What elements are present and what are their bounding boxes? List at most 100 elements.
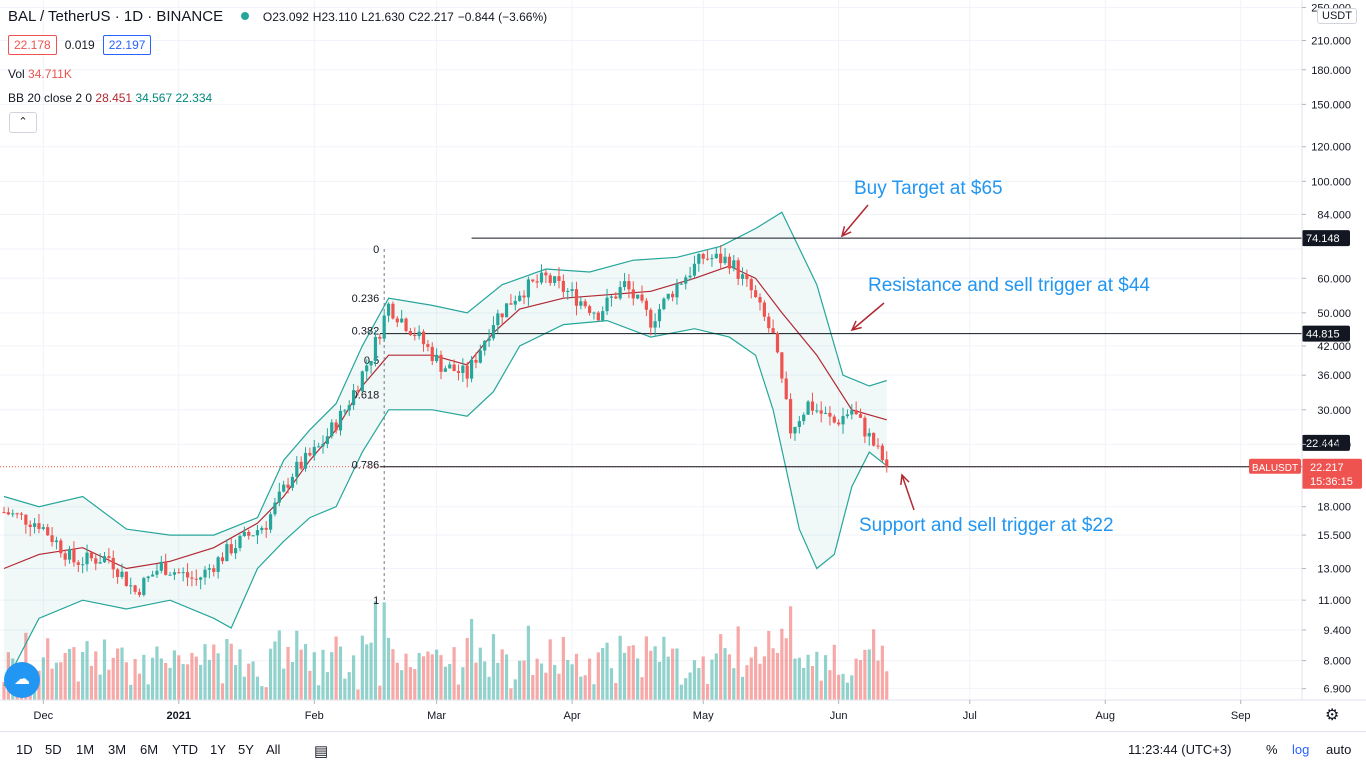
volume-bar <box>850 675 854 700</box>
volume-bar <box>622 652 627 700</box>
bollinger-legend[interactable]: BB 20 close 2 0 28.451 34.567 22.334 <box>8 91 212 105</box>
candle-body <box>107 556 111 558</box>
sell-price-button[interactable]: 22.178 <box>8 35 57 55</box>
volume-bar <box>675 648 679 700</box>
volume-bar <box>513 679 517 700</box>
volume-bar <box>426 651 430 700</box>
candle-body <box>784 378 788 400</box>
candle-body <box>854 410 858 415</box>
volume-bar <box>754 646 758 700</box>
volume-bar <box>286 646 290 700</box>
volume-bar <box>736 626 740 700</box>
volume-bar <box>150 657 155 700</box>
currency-badge[interactable]: USDT <box>1317 8 1357 24</box>
price-tick-label: 6.900 <box>1323 684 1351 696</box>
fib-level-label: 0.382 <box>352 326 380 338</box>
volume-bar <box>876 660 880 700</box>
timeframe-1y[interactable]: 1Y <box>210 742 226 757</box>
candle-body <box>2 512 6 514</box>
percent-scale-toggle[interactable]: % <box>1266 742 1278 757</box>
volume-bar <box>225 639 229 700</box>
volume-bar <box>662 636 666 700</box>
time-axis: Dec 2021 Feb Mar Apr May Jun Jul Aug Sep <box>0 699 1366 722</box>
volume-bar <box>59 662 63 700</box>
ticker-label: BALUSDT <box>1252 463 1298 474</box>
candle-body <box>382 315 386 339</box>
volume-bar <box>234 665 238 700</box>
volume-value: 34.711K <box>28 67 72 81</box>
volume-bar <box>242 676 246 700</box>
candle-body <box>767 316 771 329</box>
price-tick-label: 25.000 <box>1317 439 1351 451</box>
gear-icon[interactable]: ⚙ <box>1325 707 1340 724</box>
volume-bar <box>282 668 286 700</box>
volume-bar <box>212 644 216 700</box>
volume-bar <box>391 649 395 700</box>
volume-bar <box>356 689 360 700</box>
candle-body <box>841 416 845 425</box>
price-tick-label: 84.000 <box>1317 209 1351 221</box>
volume-bar <box>41 657 45 700</box>
volume-bar <box>129 684 133 700</box>
volume-bar <box>601 647 605 700</box>
auto-scale-toggle[interactable]: auto <box>1326 742 1352 757</box>
volume-bar <box>46 638 50 700</box>
volume-bar <box>596 652 600 700</box>
candle-body <box>553 276 557 283</box>
last-price-value: 22.217 <box>1310 462 1344 474</box>
candle-body <box>771 328 775 334</box>
timeframe-1d[interactable]: 1D <box>16 742 33 757</box>
volume-bar <box>63 653 67 700</box>
volume-bar <box>710 659 714 700</box>
volume-legend[interactable]: Vol 34.711K <box>8 67 72 81</box>
candle-body <box>548 275 552 283</box>
tradingview-logo-icon[interactable]: ☁ <box>4 662 40 698</box>
timeframe-5d[interactable]: 5D <box>45 742 62 757</box>
price-tick-label: 8.000 <box>1323 656 1351 668</box>
candle-body <box>308 452 312 456</box>
volume-bar <box>828 670 832 700</box>
bollinger-basis-value: 28.451 <box>95 91 133 105</box>
volume-bar <box>116 648 120 700</box>
log-scale-toggle[interactable]: log <box>1292 742 1310 757</box>
candle-body <box>155 570 159 575</box>
time-tick-label: 2021 <box>167 710 191 722</box>
candle-body <box>675 283 679 298</box>
candle-body <box>378 336 382 339</box>
volume-bar <box>815 651 819 700</box>
timeframe-ytd[interactable]: YTD <box>172 742 198 757</box>
volume-bar <box>697 668 701 700</box>
candle-body <box>116 569 120 577</box>
buy-price-button[interactable]: 22.197 <box>102 35 152 55</box>
candle-body <box>649 309 653 328</box>
volume-bar <box>688 672 692 700</box>
timeframe-5y[interactable]: 5Y <box>238 742 254 757</box>
calendar-range-icon[interactable]: ▤ <box>314 743 329 760</box>
candle-body <box>212 568 216 572</box>
timeframe-all[interactable]: All <box>266 742 281 757</box>
timeframe-3m[interactable]: 3M <box>108 742 127 757</box>
fib-level-label: 0.786 <box>352 459 380 471</box>
timeframe-6m[interactable]: 6M <box>140 742 159 757</box>
volume-bar <box>207 659 211 700</box>
candle-body <box>334 422 338 431</box>
volume-bar <box>264 687 268 700</box>
candle-body <box>32 523 37 528</box>
candle-body <box>46 527 50 536</box>
candle-body <box>828 412 832 417</box>
candle-body <box>352 390 356 406</box>
volume-bar <box>653 646 657 700</box>
clock-display[interactable]: 11:23:44 (UTC+3) <box>1128 742 1232 757</box>
candle-body <box>330 422 334 437</box>
volume-bar <box>797 657 801 700</box>
candle-body <box>247 531 251 536</box>
candle-body <box>719 253 723 264</box>
candle-body <box>24 514 28 525</box>
timeframe-1m[interactable]: 1M <box>76 742 95 757</box>
chevron-up-icon[interactable]: ⌃ <box>9 112 37 133</box>
symbol-title[interactable]: BAL / TetherUS · 1D · BINANCE <box>8 8 224 25</box>
volume-bar <box>561 636 565 700</box>
volume-bar <box>277 630 281 700</box>
candle-body <box>50 535 54 543</box>
